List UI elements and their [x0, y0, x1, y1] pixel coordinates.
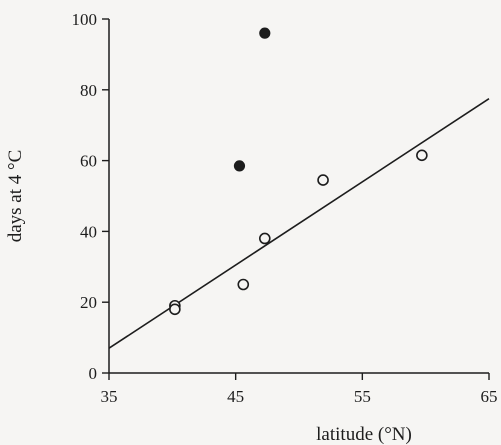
open-data-point — [169, 303, 181, 316]
filled-data-point — [233, 160, 246, 172]
x-axis-title: latitude (°N) — [316, 424, 412, 445]
open-data-point — [258, 232, 271, 245]
axis-ticks: 35 45 55 65 0 20 40 60 80 100 — [72, 10, 498, 406]
x-tick-label: 55 — [354, 387, 371, 406]
y-tick-label: 20 — [80, 293, 97, 312]
open-data-point — [237, 278, 250, 291]
y-tick-label: 80 — [80, 81, 97, 100]
filled-data-point — [259, 27, 271, 39]
y-tick-label: 60 — [80, 152, 97, 171]
y-tick-label: 40 — [80, 222, 97, 241]
x-tick-label: 65 — [481, 387, 498, 406]
x-tick-label: 45 — [227, 387, 244, 406]
y-tick-label: 100 — [72, 10, 98, 29]
regression-line-group — [108, 97, 490, 349]
y-tick-label: 0 — [89, 364, 98, 383]
open-data-point — [416, 149, 428, 162]
regression-line — [108, 97, 490, 349]
y-axis-title: days at 4 °C — [5, 150, 26, 243]
data-points — [169, 27, 428, 316]
open-data-point — [317, 174, 329, 186]
x-tick-label: 35 — [101, 387, 118, 406]
